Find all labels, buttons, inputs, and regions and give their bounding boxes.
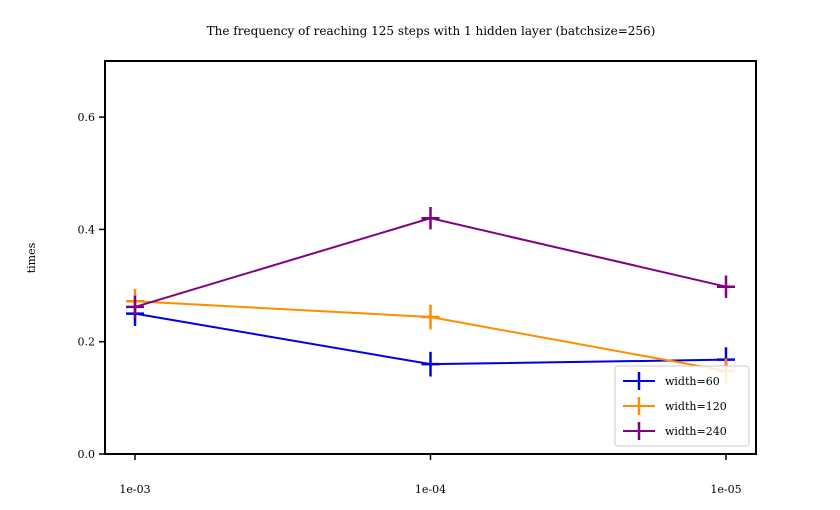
- legend-label: width=240: [665, 425, 727, 438]
- y-axis-label: times: [25, 242, 38, 273]
- legend-label: width=120: [665, 400, 727, 413]
- y-tick-label: 0.0: [78, 448, 96, 461]
- x-tick-label: 1e-03: [119, 483, 150, 496]
- series: [126, 206, 735, 319]
- series-layer: [126, 206, 735, 384]
- y-tick-label: 0.4: [78, 223, 96, 236]
- series-line: [134, 217, 727, 308]
- legend-item: width=60: [623, 372, 720, 390]
- legend: width=60 width=120 width=240: [614, 365, 750, 447]
- legend-item: width=240: [623, 422, 727, 440]
- y-tick-label: 0.2: [78, 336, 96, 349]
- x-tick-label: 1e-04: [415, 483, 446, 496]
- axes: 0.0 0.2 0.4 0.6 1e-03 1e-04 1e-05: [78, 60, 757, 496]
- legend-item: width=120: [623, 397, 727, 415]
- x-tick-label: 1e-05: [710, 483, 741, 496]
- chart-title: The frequency of reaching 125 steps with…: [207, 24, 656, 38]
- legend-label: width=60: [665, 375, 720, 388]
- y-tick-label: 0.6: [78, 111, 96, 124]
- legend-box: [614, 365, 750, 447]
